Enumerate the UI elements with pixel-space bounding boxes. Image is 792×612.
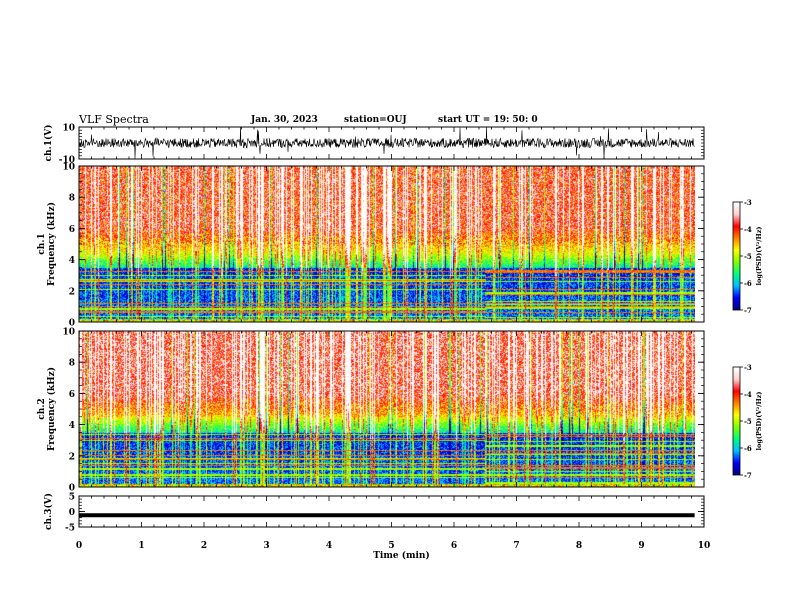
station-label: station=OUJ xyxy=(344,115,407,125)
x-tick-label: 3 xyxy=(263,541,269,551)
colorbar-tick-label: -5 xyxy=(744,252,752,261)
colorbar-tick-label: -6 xyxy=(744,279,752,288)
ch3-waveform-ylabel: ch.3(V) xyxy=(43,493,54,530)
ch2-colorbar xyxy=(733,367,740,475)
y-tick-label: 0 xyxy=(69,319,75,329)
colorbar-tick-label: -3 xyxy=(744,363,752,372)
colorbar-tick-label: -7 xyxy=(744,306,752,315)
x-axis-label: Time (min) xyxy=(373,550,430,561)
colorbar-tick-label: -4 xyxy=(744,390,752,399)
y-tick-label: 10 xyxy=(62,328,75,338)
x-tick-label: 10 xyxy=(698,541,711,551)
y-tick-label: 2 xyxy=(69,287,75,297)
y-tick-label: -5 xyxy=(65,524,75,534)
y-tick-label: 10 xyxy=(62,124,75,134)
y-tick-label: 0 xyxy=(69,484,75,494)
x-tick-label: 9 xyxy=(638,541,644,551)
plot-title: VLF Spectra xyxy=(79,113,149,126)
y-tick-label: 8 xyxy=(69,194,75,204)
y-tick-label: 6 xyxy=(69,390,75,400)
y-tick-label: 4 xyxy=(69,256,75,266)
x-tick-label: 8 xyxy=(576,541,582,551)
y-tick-label: 0 xyxy=(69,508,75,518)
y-tick-label: 8 xyxy=(69,359,75,369)
colorbar-tick-label: -5 xyxy=(744,417,752,426)
y-tick-label: 4 xyxy=(69,421,75,431)
ch1-spectrogram-image xyxy=(79,166,695,322)
ch1-spectrogram-ylabel: ch.1 xyxy=(37,233,47,254)
ch1-waveform-ylabel: ch.1(V) xyxy=(43,125,54,162)
y-tick-label: 5 xyxy=(69,493,75,503)
date-label: Jan. 30, 2023 xyxy=(251,115,318,125)
ch1-waveform-trace xyxy=(78,126,695,159)
x-tick-label: 7 xyxy=(513,541,519,551)
y-tick-label: 2 xyxy=(69,452,75,462)
y-tick-label: 6 xyxy=(69,225,75,235)
x-tick-label: 4 xyxy=(326,541,332,551)
colorbar-label: log(PSD)(V²/Hz) xyxy=(755,227,763,286)
y-tick-label: -10 xyxy=(59,156,75,166)
colorbar-tick-label: -4 xyxy=(744,225,752,234)
x-tick-label: 6 xyxy=(451,541,457,551)
ch1-colorbar xyxy=(733,202,740,310)
y-tick-label: 10 xyxy=(62,163,75,173)
colorbar-tick-label: -3 xyxy=(744,198,752,207)
ch2-spectrogram-ylabel: Frequency (kHz) xyxy=(46,367,57,451)
start-time-label: start UT = 19: 50: 0 xyxy=(438,115,538,125)
colorbar-tick-label: -6 xyxy=(744,444,752,453)
ch2-spectrogram-ylabel: ch.2 xyxy=(37,398,47,419)
colorbar-tick-label: -7 xyxy=(744,471,752,480)
ch2-spectrogram-image xyxy=(79,331,695,487)
colorbar-label: log(PSD)(V²/Hz) xyxy=(755,392,763,451)
x-tick-label: 0 xyxy=(76,541,82,551)
x-tick-label: 2 xyxy=(201,541,207,551)
x-tick-label: 1 xyxy=(138,541,144,551)
ch1-spectrogram-ylabel: Frequency (kHz) xyxy=(46,202,57,286)
x-tick-label: 5 xyxy=(388,541,394,551)
